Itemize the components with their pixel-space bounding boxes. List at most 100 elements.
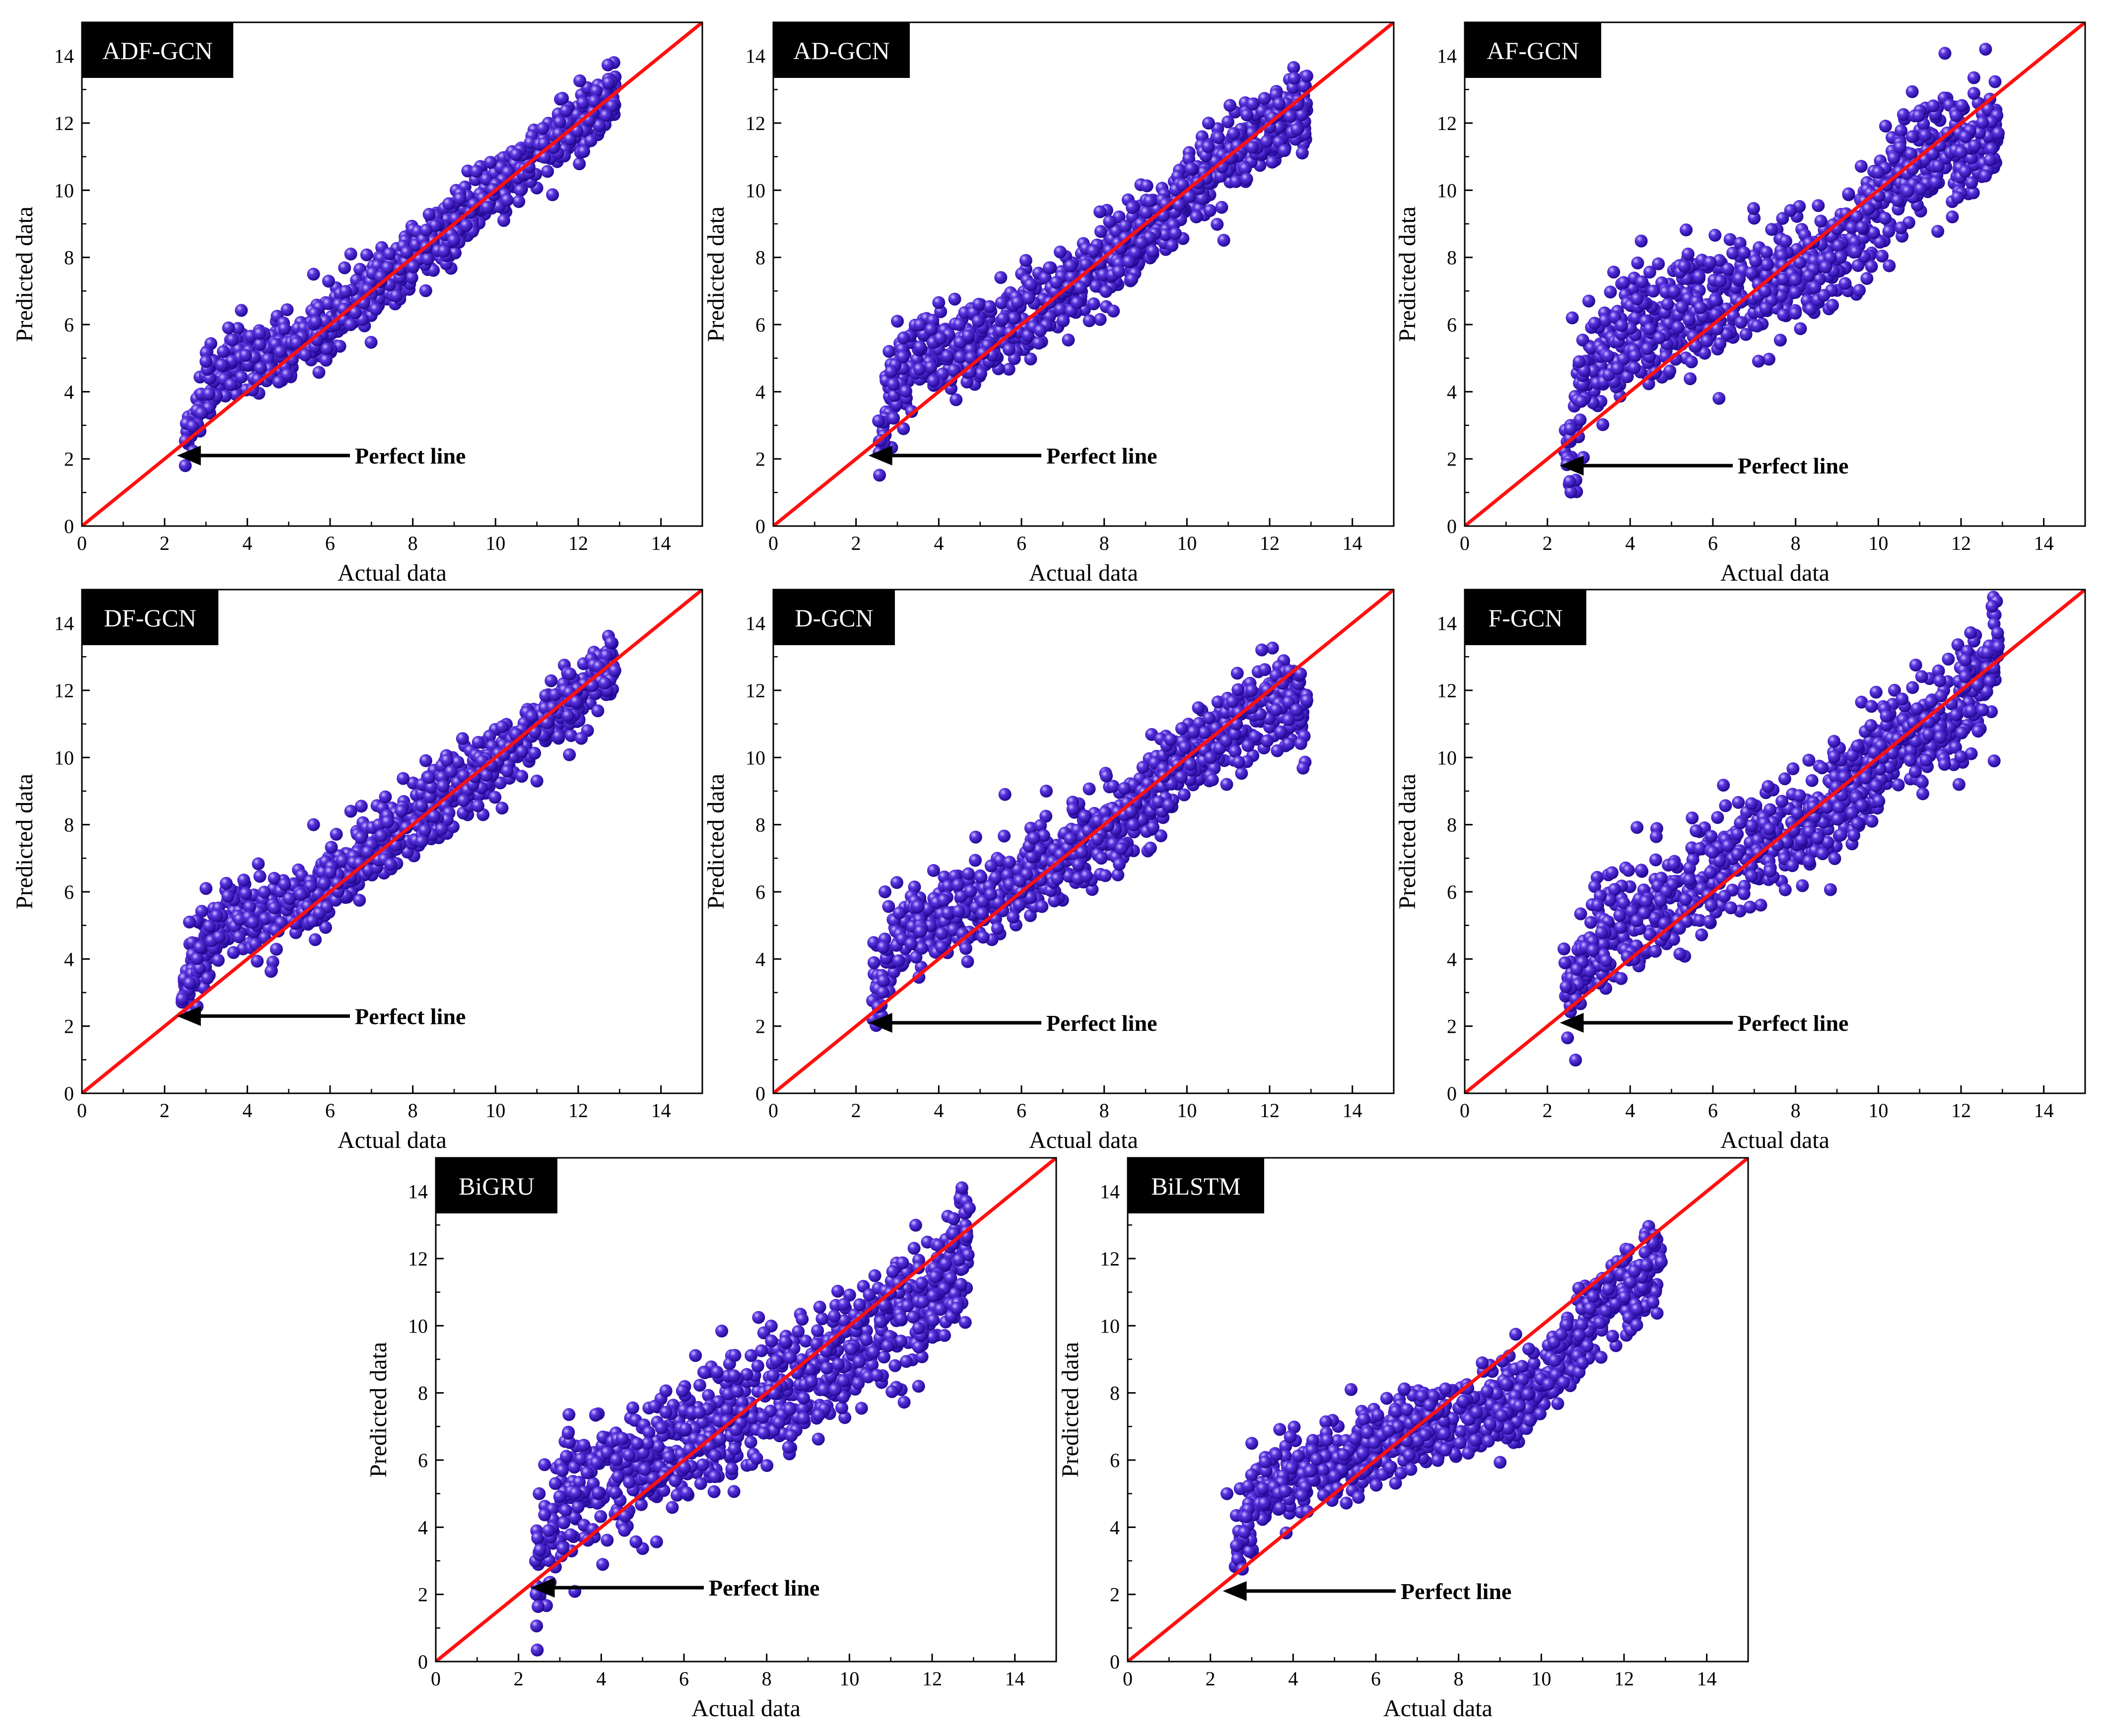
y-tick-label: 8 xyxy=(64,814,74,836)
data-point xyxy=(1002,363,1016,376)
data-point xyxy=(235,304,248,317)
data-point xyxy=(1802,237,1816,250)
data-point xyxy=(1119,219,1132,233)
data-point xyxy=(1274,725,1288,738)
data-point xyxy=(1152,796,1165,809)
data-point xyxy=(1300,694,1313,707)
data-point xyxy=(1144,841,1157,855)
data-point xyxy=(1227,127,1240,140)
data-point xyxy=(1288,71,1301,85)
data-point xyxy=(1022,291,1035,305)
data-point xyxy=(1266,641,1279,655)
y-tick-label: 12 xyxy=(746,112,765,134)
data-point xyxy=(495,801,509,815)
data-point xyxy=(1204,751,1217,764)
perfect-line xyxy=(1465,22,2085,526)
data-point xyxy=(1914,182,1927,196)
data-point xyxy=(1694,301,1707,315)
data-point xyxy=(904,937,918,950)
data-point xyxy=(203,920,216,933)
data-point xyxy=(200,882,212,895)
data-point xyxy=(886,378,900,391)
data-point xyxy=(577,145,590,158)
data-point xyxy=(1789,286,1802,299)
y-tick-label: 8 xyxy=(755,247,765,269)
data-point xyxy=(598,676,611,690)
data-point xyxy=(500,194,514,207)
data-point xyxy=(1075,846,1088,859)
data-point xyxy=(1064,259,1078,272)
data-point xyxy=(932,296,946,309)
data-point xyxy=(1596,418,1610,431)
annotation-arrowhead xyxy=(868,1012,892,1033)
perfect-line xyxy=(773,22,1394,526)
data-point xyxy=(941,349,954,363)
data-point xyxy=(1574,395,1588,408)
data-point xyxy=(440,813,454,826)
data-point xyxy=(1967,71,1980,84)
data-point xyxy=(495,720,509,734)
data-point xyxy=(1733,272,1746,285)
data-point xyxy=(952,905,965,918)
data-point xyxy=(876,986,889,999)
data-point xyxy=(1631,256,1644,269)
data-point xyxy=(1862,202,1875,216)
y-tick-label: 12 xyxy=(746,679,765,702)
data-point xyxy=(1976,116,1989,129)
x-tick-label: 6 xyxy=(1017,532,1026,554)
data-point xyxy=(1784,204,1797,217)
data-point xyxy=(289,926,302,939)
data-point xyxy=(307,267,320,281)
data-point xyxy=(1124,805,1138,818)
x-tick-label: 12 xyxy=(1951,532,1971,554)
data-point xyxy=(456,732,469,745)
data-point xyxy=(1647,284,1660,298)
data-point xyxy=(1040,785,1053,798)
data-point xyxy=(877,940,890,954)
data-point xyxy=(1106,780,1120,793)
data-point xyxy=(1099,285,1113,298)
data-point xyxy=(278,322,291,335)
data-point xyxy=(1912,109,1925,123)
data-point xyxy=(1895,124,1908,137)
data-point xyxy=(419,284,432,297)
data-point xyxy=(1011,296,1024,309)
data-point xyxy=(1891,194,1904,207)
data-point xyxy=(423,790,436,803)
data-point xyxy=(339,285,352,298)
data-point xyxy=(421,253,434,266)
data-point xyxy=(544,674,558,687)
data-point xyxy=(1154,829,1167,843)
data-point xyxy=(375,829,388,842)
y-tick-label: 0 xyxy=(755,1082,765,1105)
data-point xyxy=(1202,711,1216,725)
data-point xyxy=(872,414,885,427)
data-point xyxy=(1215,200,1228,214)
data-point xyxy=(1760,246,1773,259)
data-point xyxy=(319,353,333,367)
data-point xyxy=(559,104,573,118)
data-point xyxy=(1777,308,1790,322)
data-point xyxy=(1115,842,1128,855)
data-point xyxy=(1090,833,1104,846)
y-axis-label: Predicted data xyxy=(11,774,38,909)
data-point xyxy=(383,247,396,261)
perfect-line xyxy=(773,590,1394,1093)
data-point xyxy=(1635,275,1649,288)
data-point xyxy=(1085,883,1099,896)
data-point xyxy=(1905,130,1919,143)
data-point xyxy=(573,74,587,87)
data-point xyxy=(1873,236,1887,249)
data-point xyxy=(1220,734,1233,747)
data-point xyxy=(877,974,890,988)
data-point xyxy=(1111,868,1125,881)
plot-frame xyxy=(81,589,703,1094)
data-point xyxy=(322,274,335,288)
data-point xyxy=(354,831,367,844)
data-point xyxy=(563,748,576,761)
x-tick-label: 10 xyxy=(485,1099,505,1122)
data-point xyxy=(515,745,529,758)
x-tick-label: 6 xyxy=(325,1099,335,1122)
data-point xyxy=(959,942,972,955)
